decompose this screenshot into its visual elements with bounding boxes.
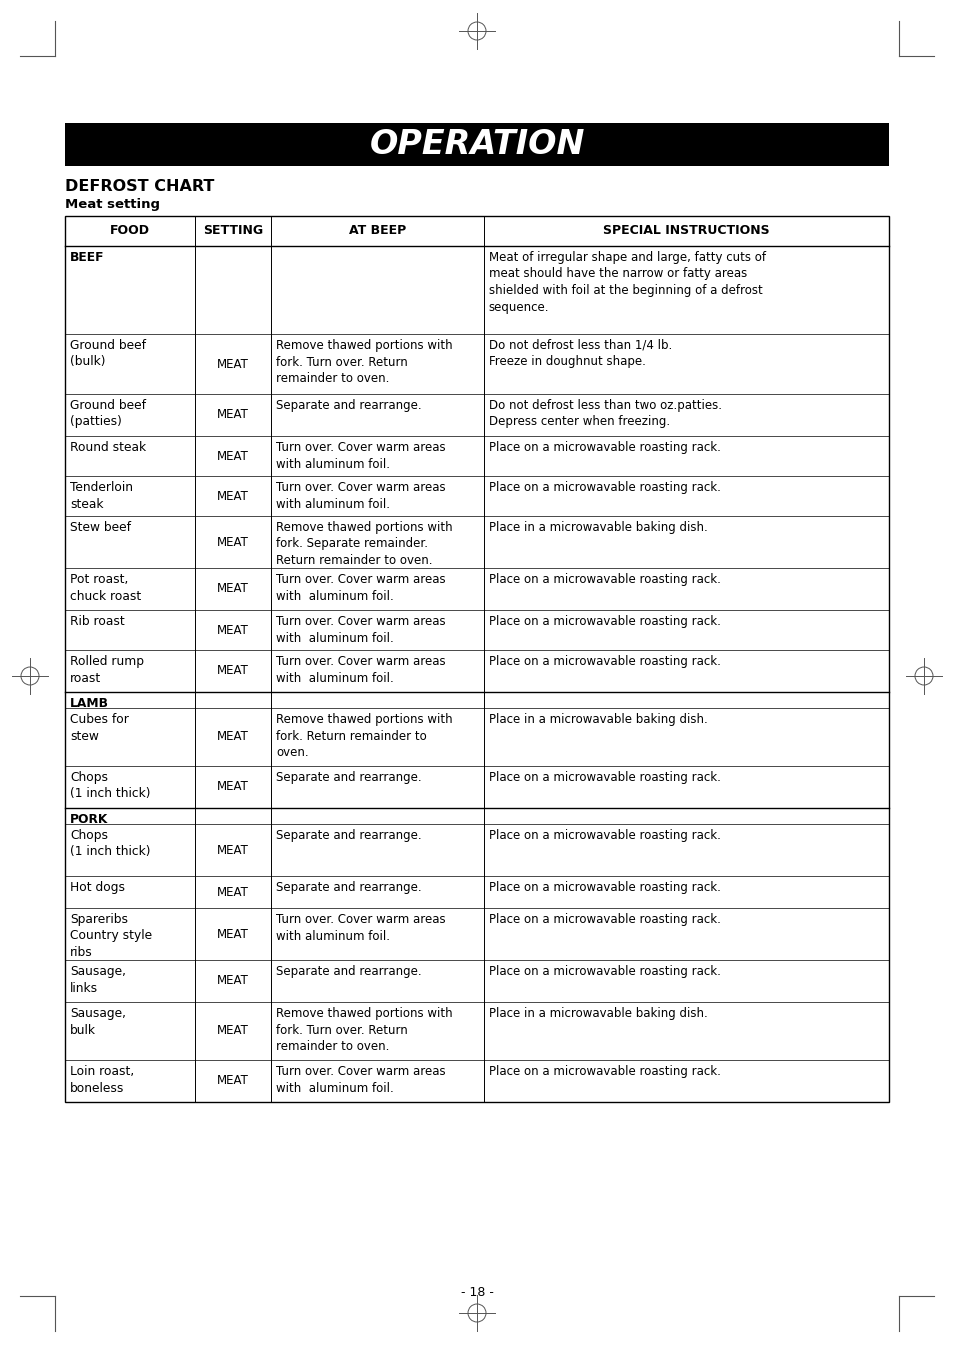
Text: MEAT: MEAT	[217, 489, 249, 503]
Text: Place on a microwavable roasting rack.: Place on a microwavable roasting rack.	[488, 881, 720, 894]
Text: Do not defrost less than two oz.patties.
Depress center when freezing.: Do not defrost less than two oz.patties.…	[488, 399, 720, 428]
Text: MEAT: MEAT	[217, 974, 249, 988]
Text: MEAT: MEAT	[217, 665, 249, 677]
Text: MEAT: MEAT	[217, 781, 249, 793]
Text: Place on a microwavable roasting rack.: Place on a microwavable roasting rack.	[488, 655, 720, 667]
Text: - 18 -: - 18 -	[460, 1286, 493, 1300]
Text: DEFROST CHART: DEFROST CHART	[65, 178, 214, 195]
Text: Do not defrost less than 1/4 lb.
Freeze in doughnut shape.: Do not defrost less than 1/4 lb. Freeze …	[488, 339, 671, 369]
Text: LAMB: LAMB	[70, 697, 109, 711]
Text: Meat of irregular shape and large, fatty cuts of
meat should have the narrow or : Meat of irregular shape and large, fatty…	[488, 251, 765, 313]
Text: Chops
(1 inch thick): Chops (1 inch thick)	[70, 830, 151, 858]
Text: FOOD: FOOD	[110, 224, 150, 238]
Text: OPERATION: OPERATION	[369, 128, 584, 161]
Text: Spareribs
Country style
ribs: Spareribs Country style ribs	[70, 913, 152, 959]
Text: MEAT: MEAT	[217, 624, 249, 636]
Text: Place in a microwavable baking dish.: Place in a microwavable baking dish.	[488, 1006, 706, 1020]
Text: Stew beef: Stew beef	[70, 521, 131, 534]
Text: Separate and rearrange.: Separate and rearrange.	[275, 771, 421, 784]
Text: MEAT: MEAT	[217, 928, 249, 940]
Text: Place on a microwavable roasting rack.: Place on a microwavable roasting rack.	[488, 830, 720, 842]
Bar	[65, 216, 888, 1102]
Text: SETTING: SETTING	[203, 224, 263, 238]
Text: Separate and rearrange.: Separate and rearrange.	[275, 830, 421, 842]
Text: MEAT: MEAT	[217, 1074, 249, 1088]
Text: Turn over. Cover warm areas
with  aluminum foil.: Turn over. Cover warm areas with aluminu…	[275, 615, 445, 644]
Text: Remove thawed portions with
fork. Separate remainder.
Return remainder to oven.: Remove thawed portions with fork. Separa…	[275, 521, 452, 567]
Text: Remove thawed portions with
fork. Return remainder to
oven.: Remove thawed portions with fork. Return…	[275, 713, 452, 759]
Text: Ground beef
(patties): Ground beef (patties)	[70, 399, 146, 428]
Bar	[65, 123, 888, 166]
Text: MEAT: MEAT	[217, 885, 249, 898]
Text: Tenderloin
steak: Tenderloin steak	[70, 481, 132, 511]
Text: Separate and rearrange.: Separate and rearrange.	[275, 965, 421, 978]
Text: Loin roast,
boneless: Loin roast, boneless	[70, 1065, 134, 1094]
Text: Place on a microwavable roasting rack.: Place on a microwavable roasting rack.	[488, 440, 720, 454]
Text: SPECIAL INSTRUCTIONS: SPECIAL INSTRUCTIONS	[602, 224, 769, 238]
Text: Place on a microwavable roasting rack.: Place on a microwavable roasting rack.	[488, 771, 720, 784]
Text: Turn over. Cover warm areas
with aluminum foil.: Turn over. Cover warm areas with aluminu…	[275, 440, 445, 470]
Text: Chops
(1 inch thick): Chops (1 inch thick)	[70, 771, 151, 801]
Text: MEAT: MEAT	[217, 358, 249, 370]
Text: MEAT: MEAT	[217, 535, 249, 549]
Text: Remove thawed portions with
fork. Turn over. Return
remainder to oven.: Remove thawed portions with fork. Turn o…	[275, 1006, 452, 1052]
Text: Separate and rearrange.: Separate and rearrange.	[275, 399, 421, 412]
Text: Hot dogs: Hot dogs	[70, 881, 125, 894]
Text: Place on a microwavable roasting rack.: Place on a microwavable roasting rack.	[488, 965, 720, 978]
Text: Pot roast,
chuck roast: Pot roast, chuck roast	[70, 573, 141, 603]
Text: Sausage,
bulk: Sausage, bulk	[70, 1006, 126, 1036]
Text: Rolled rump
roast: Rolled rump roast	[70, 655, 144, 685]
Text: Place on a microwavable roasting rack.: Place on a microwavable roasting rack.	[488, 573, 720, 586]
Text: Turn over. Cover warm areas
with  aluminum foil.: Turn over. Cover warm areas with aluminu…	[275, 573, 445, 603]
Text: Cubes for
stew: Cubes for stew	[70, 713, 129, 743]
Text: BEEF: BEEF	[70, 251, 105, 263]
Text: Separate and rearrange.: Separate and rearrange.	[275, 881, 421, 894]
Text: MEAT: MEAT	[217, 1024, 249, 1038]
Text: Sausage,
links: Sausage, links	[70, 965, 126, 994]
Text: Round steak: Round steak	[70, 440, 146, 454]
Text: Place on a microwavable roasting rack.: Place on a microwavable roasting rack.	[488, 1065, 720, 1078]
Text: Place in a microwavable baking dish.: Place in a microwavable baking dish.	[488, 713, 706, 725]
Text: Place on a microwavable roasting rack.: Place on a microwavable roasting rack.	[488, 913, 720, 925]
Text: Rib roast: Rib roast	[70, 615, 125, 628]
Text: Meat setting: Meat setting	[65, 199, 160, 211]
Text: MEAT: MEAT	[217, 843, 249, 857]
Text: MEAT: MEAT	[217, 408, 249, 422]
Text: Turn over. Cover warm areas
with aluminum foil.: Turn over. Cover warm areas with aluminu…	[275, 913, 445, 943]
Text: Ground beef
(bulk): Ground beef (bulk)	[70, 339, 146, 369]
Text: Remove thawed portions with
fork. Turn over. Return
remainder to oven.: Remove thawed portions with fork. Turn o…	[275, 339, 452, 385]
Text: Place on a microwavable roasting rack.: Place on a microwavable roasting rack.	[488, 615, 720, 628]
Text: Turn over. Cover warm areas
with aluminum foil.: Turn over. Cover warm areas with aluminu…	[275, 481, 445, 511]
Text: PORK: PORK	[70, 813, 108, 825]
Text: Turn over. Cover warm areas
with  aluminum foil.: Turn over. Cover warm areas with aluminu…	[275, 655, 445, 685]
Text: Turn over. Cover warm areas
with  aluminum foil.: Turn over. Cover warm areas with aluminu…	[275, 1065, 445, 1094]
Text: Place on a microwavable roasting rack.: Place on a microwavable roasting rack.	[488, 481, 720, 494]
Text: MEAT: MEAT	[217, 450, 249, 462]
Text: Place in a microwavable baking dish.: Place in a microwavable baking dish.	[488, 521, 706, 534]
Text: MEAT: MEAT	[217, 582, 249, 596]
Text: MEAT: MEAT	[217, 731, 249, 743]
Text: AT BEEP: AT BEEP	[348, 224, 405, 238]
